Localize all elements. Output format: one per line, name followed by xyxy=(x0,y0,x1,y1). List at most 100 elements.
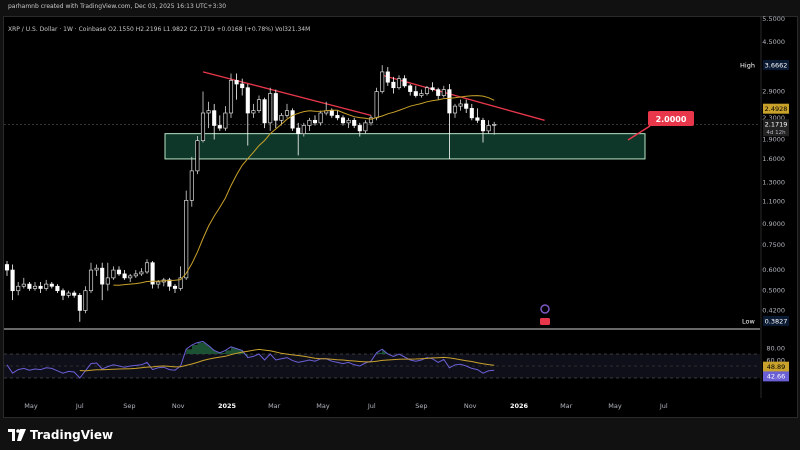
candle-body xyxy=(38,285,43,289)
symbol-ohlc-line: XRP / U.S. Dollar · 1W · Coinbase O2.155… xyxy=(8,26,311,33)
candle-body xyxy=(217,125,222,129)
candle-body xyxy=(206,110,211,114)
price-tick-label: 4.5000 xyxy=(762,38,785,46)
candle-body xyxy=(279,115,284,121)
candle-body xyxy=(60,290,66,296)
candle-body xyxy=(447,89,452,114)
candle-body xyxy=(212,110,217,126)
trendline xyxy=(382,74,545,121)
candle-body xyxy=(139,271,144,275)
last-price-text: 2.1719 xyxy=(765,121,788,129)
countdown-text: 4d 12h xyxy=(766,130,786,136)
candle-body xyxy=(172,285,178,289)
zone-target-callout: 2.0000 xyxy=(627,111,694,141)
chart-icons xyxy=(540,304,550,325)
candle-body xyxy=(44,283,49,289)
price-tick-label: 2.9000 xyxy=(762,88,785,96)
candle-body xyxy=(66,292,71,296)
candle-body xyxy=(430,87,435,90)
time-tick-label: 2025 xyxy=(218,402,237,410)
support-zone xyxy=(164,133,646,160)
zone-target-arrow xyxy=(627,125,651,141)
price-tick-label: 1.6000 xyxy=(762,155,785,163)
chart-grid xyxy=(4,124,760,330)
price-tick-label: 1.1000 xyxy=(762,197,785,205)
time-tick-label: Sep xyxy=(415,402,427,410)
candle-body xyxy=(228,80,234,114)
price-tick-label: 0.7500 xyxy=(762,241,785,249)
time-tick-label: Jul xyxy=(367,402,376,410)
candle-body xyxy=(223,112,228,129)
low-label: Low xyxy=(742,317,755,325)
footer-brand: TradingView xyxy=(30,428,114,442)
candle-body xyxy=(290,110,295,129)
flag-icon[interactable] xyxy=(540,318,550,325)
candle-body xyxy=(268,93,273,124)
candle-body xyxy=(83,290,88,311)
candles-group xyxy=(4,65,497,322)
candle-body xyxy=(184,200,189,279)
price-tick-label: 2.3000 xyxy=(762,114,785,122)
candle-body xyxy=(391,81,396,89)
time-tick-label: Sep xyxy=(123,402,135,410)
candle-body xyxy=(21,283,26,287)
candle-body xyxy=(385,71,390,83)
alert-icon[interactable] xyxy=(540,304,550,314)
candle-body xyxy=(94,267,99,271)
candle-body xyxy=(245,87,250,114)
high-value-badge xyxy=(763,60,789,70)
time-tick-label: May xyxy=(608,402,622,410)
candle-body xyxy=(4,264,10,271)
ma-value-badge xyxy=(763,103,789,114)
candle-body xyxy=(419,93,424,96)
candle-body xyxy=(312,119,318,124)
time-tick-label: May xyxy=(24,402,38,410)
rsi-tick-label: 60.00 xyxy=(766,356,785,364)
candle-body xyxy=(296,127,301,135)
price-tick-label: 0.5000 xyxy=(762,287,785,295)
candle-body xyxy=(273,93,278,121)
time-tick-label: Jul xyxy=(659,402,668,410)
candle-body xyxy=(16,285,21,292)
candle-body xyxy=(10,269,15,292)
time-tick-label: Nov xyxy=(172,402,185,410)
candle-body xyxy=(307,119,312,126)
candle-body xyxy=(49,283,54,287)
candle-body xyxy=(77,294,82,311)
candle-body xyxy=(55,285,60,292)
candle-body xyxy=(72,292,77,296)
tradingview-logo-icon xyxy=(8,429,26,441)
candle-body xyxy=(27,283,32,289)
rsi-tick-label: 80.00 xyxy=(766,344,785,352)
candle-body xyxy=(100,267,105,285)
candle-body xyxy=(413,91,418,96)
candle-body xyxy=(352,119,357,126)
high-label: High xyxy=(740,61,755,69)
price-tick-label: 1.3000 xyxy=(762,178,785,186)
candle-body xyxy=(111,269,116,279)
candle-body xyxy=(480,119,486,132)
candle-body xyxy=(116,269,122,275)
candle-body xyxy=(335,115,340,119)
price-tick-label: 1.9000 xyxy=(762,135,785,143)
moving-average-line xyxy=(113,95,495,286)
candle-body xyxy=(195,140,200,172)
candle-body xyxy=(234,80,239,85)
time-axis: May Jul Sep Nov 2025 Mar May Jul Sep Nov 2026 Mar Ma… xyxy=(24,402,668,410)
candle-body xyxy=(464,103,469,109)
candle-body xyxy=(262,99,267,124)
candle-body xyxy=(105,277,110,285)
attribution-text: parhamnb created with TradingView.com, D… xyxy=(8,3,227,10)
candle-body xyxy=(368,117,374,124)
time-tick-label: 2026 xyxy=(510,402,529,410)
candle-body xyxy=(88,269,94,292)
rsi-value-badge xyxy=(763,371,789,382)
candle-body xyxy=(189,170,194,201)
candle-body xyxy=(357,125,362,132)
time-tick-label: Nov xyxy=(464,402,477,410)
time-tick-label: Mar xyxy=(268,402,281,410)
candle-body xyxy=(396,78,402,89)
